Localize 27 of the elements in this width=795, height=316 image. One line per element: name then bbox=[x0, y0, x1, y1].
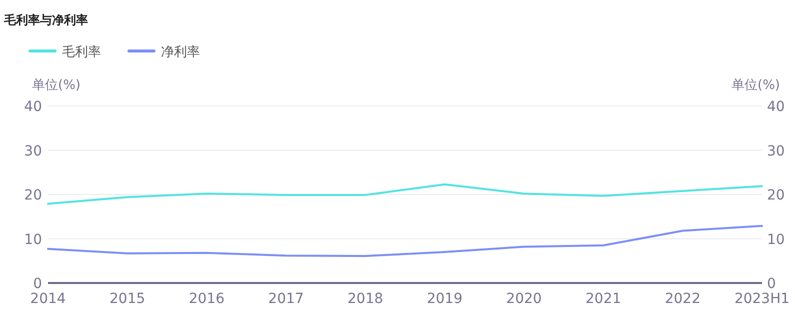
chart-title: 毛利率与净利率 bbox=[3, 13, 88, 27]
x-tick-label: 2023H1 bbox=[734, 291, 790, 307]
y-axis-title: 单位(%) bbox=[32, 78, 80, 93]
line-series bbox=[47, 183, 763, 205]
x-tick-label: 2019 bbox=[426, 291, 462, 307]
y2-axis-title: 单位(%) bbox=[732, 78, 780, 93]
x-tick-label: 2015 bbox=[110, 291, 146, 307]
y2-tick-label: 20 bbox=[767, 188, 785, 204]
legend-label: 净利率 bbox=[161, 44, 200, 60]
x-tick-label: 2020 bbox=[506, 291, 542, 307]
x-tick-label: 2021 bbox=[586, 291, 622, 307]
line-series bbox=[47, 224, 763, 258]
y-tick-label: 20 bbox=[24, 188, 42, 204]
y-tick-label: 10 bbox=[24, 232, 42, 248]
x-tick-label: 2014 bbox=[30, 291, 66, 307]
y-tick-label: 0 bbox=[33, 276, 42, 292]
y2-tick-label: 10 bbox=[767, 232, 785, 248]
y-tick-label: 30 bbox=[24, 143, 42, 160]
x-tick-label: 2018 bbox=[348, 291, 384, 307]
y-tick-label: 40 bbox=[24, 99, 42, 115]
x-tick-label: 2016 bbox=[188, 291, 225, 307]
legend-label: 毛利率 bbox=[62, 44, 101, 60]
y2-tick-label: 40 bbox=[767, 99, 785, 115]
y2-tick-label: 0 bbox=[767, 276, 776, 292]
x-tick-label: 2022 bbox=[664, 291, 700, 307]
x-tick-label: 2017 bbox=[268, 291, 304, 307]
y2-tick-label: 30 bbox=[767, 143, 785, 160]
